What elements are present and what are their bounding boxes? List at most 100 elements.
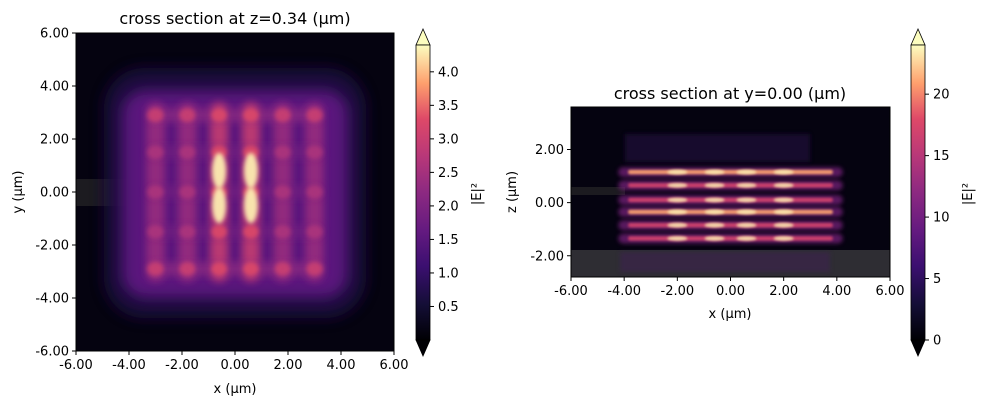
- right-colorbar-ticks: 0 5 10 15 20: [925, 88, 950, 349]
- right-y-axis: -2.00 0.00 2.00: [530, 143, 571, 264]
- left-hot-spot: [274, 261, 291, 276]
- left-colorbar-label: |E|²: [470, 183, 485, 205]
- right-layer-hotspot: [667, 236, 688, 241]
- right-layer-hotspot: [704, 222, 725, 228]
- right-x-tick-label: -6.00: [554, 284, 588, 299]
- left-x-tick-label: -2.00: [165, 358, 199, 373]
- right-layer-hotspot: [773, 182, 794, 188]
- left-colorbar-bottom-extend: [415, 339, 431, 357]
- right-bright-layer: [628, 223, 833, 228]
- left-y-tick-label: 0.00: [40, 186, 69, 201]
- right-heatmap: [571, 107, 890, 277]
- left-hot-spot: [211, 108, 228, 123]
- right-layer-hotspot: [704, 169, 725, 175]
- right-colorbar-tick-label: 10: [933, 211, 950, 226]
- left-bright-row: [147, 261, 323, 276]
- left-y-tick-label: -6.00: [35, 345, 69, 360]
- right-colorbar-label: |E|²: [961, 183, 976, 205]
- left-hot-spot: [211, 261, 228, 276]
- right-layer-hotspot: [667, 182, 688, 188]
- left-hot-spot: [274, 224, 291, 239]
- right-y-axis-label: z (µm): [505, 171, 520, 213]
- left-hot-spot: [211, 145, 228, 160]
- right-colorbar-tick-label: 20: [933, 88, 950, 103]
- left-x-tick-label: -6.00: [59, 358, 93, 373]
- left-peak: [212, 187, 227, 224]
- left-colorbar-tick-label: 4.0: [438, 65, 459, 80]
- left-colorbar-tick-label: 3.5: [438, 99, 459, 114]
- left-colorbar-frame: [415, 44, 431, 341]
- left-colorbar-tick-label: 1.5: [438, 233, 459, 248]
- left-colorbar-tick-label: 1.0: [438, 266, 459, 281]
- left-hot-spot: [242, 224, 259, 239]
- left-y-tick-label: -2.00: [35, 239, 69, 254]
- left-bright-row: [147, 145, 323, 160]
- right-substrate-glow: [620, 252, 830, 272]
- right-layer-hotspot: [773, 197, 794, 203]
- right-x-axis-label: x (µm): [709, 307, 752, 322]
- right-layer-hotspot: [736, 236, 757, 241]
- left-peak: [243, 152, 258, 189]
- right-layer-hotspot: [773, 222, 794, 228]
- left-hot-spot: [306, 145, 323, 160]
- right-layer-hotspot: [667, 209, 688, 215]
- left-colorbar-tick-label: 3.0: [438, 132, 459, 147]
- left-hot-spot: [147, 224, 164, 239]
- right-bright-layer: [628, 169, 833, 175]
- left-peak: [243, 187, 258, 224]
- right-colorbar: 0 5 10 15 20 |E|²: [910, 28, 976, 357]
- right-layer-hotspot: [704, 182, 725, 188]
- left-hot-spot: [306, 108, 323, 123]
- left-hot-spot: [211, 224, 228, 239]
- left-hot-spot: [179, 108, 196, 123]
- right-upper-cladding-glow: [625, 134, 810, 162]
- right-colorbar-tick-label: 0: [933, 334, 941, 349]
- right-colorbar-gradient: [911, 45, 925, 340]
- left-y-axis: -6.00 -4.00 -2.00 0.00 2.00 4.00 6.00: [35, 27, 76, 360]
- left-hot-spot: [147, 145, 164, 160]
- left-hot-spot: [274, 185, 291, 199]
- right-layer-hotspot: [704, 209, 725, 215]
- right-layer-hotspot: [773, 209, 794, 215]
- right-layer-hotspot: [736, 197, 757, 203]
- right-x-tick-label: 2.00: [769, 284, 798, 299]
- left-hot-spot: [274, 145, 291, 160]
- left-bright-row: [147, 108, 323, 123]
- right-input-waveguide: [571, 187, 625, 195]
- right-colorbar-frame: [910, 44, 926, 341]
- left-chart-title: cross section at z=0.34 (µm): [119, 9, 350, 28]
- left-x-tick-label: 6.00: [380, 358, 409, 373]
- left-hot-spot: [179, 145, 196, 160]
- left-colorbar-gradient: [416, 45, 430, 340]
- left-hot-spot: [242, 108, 259, 123]
- left-x-tick-label: 4.00: [327, 358, 356, 373]
- left-colorbar-tick-label: 2.0: [438, 199, 459, 214]
- left-hot-spot: [179, 224, 196, 239]
- left-peak: [212, 152, 227, 189]
- right-x-tick-label: 4.00: [822, 284, 851, 299]
- right-chart-title: cross section at y=0.00 (µm): [614, 84, 846, 103]
- left-bright-row: [147, 185, 323, 199]
- right-bright-layer: [628, 183, 833, 188]
- left-hot-spot: [306, 261, 323, 276]
- right-layer-hotspot: [736, 209, 757, 215]
- right-layer-hotspot: [667, 197, 688, 203]
- right-panel: cross section at y=0.00 (µm) -6.00 -4.00 -…: [505, 28, 976, 357]
- right-x-tick-label: 6.00: [876, 284, 905, 299]
- left-hot-spot: [147, 185, 164, 199]
- right-layer-hotspot: [736, 182, 757, 188]
- right-colorbar-top-extend: [910, 28, 926, 46]
- right-x-axis: -6.00 -4.00 -2.00 0.00 2.00 4.00 6.00: [554, 277, 904, 299]
- left-hot-spot: [179, 185, 196, 199]
- right-colorbar-bottom-extend: [910, 339, 926, 357]
- right-layer-hotspot: [667, 169, 688, 175]
- right-layer-hotspot: [773, 236, 794, 241]
- left-x-axis-label: x (µm): [214, 382, 257, 397]
- left-hot-spot: [306, 185, 323, 199]
- right-x-tick-label: -4.00: [607, 284, 641, 299]
- left-hot-spot: [179, 261, 196, 276]
- right-colorbar-tick-label: 5: [933, 272, 941, 287]
- left-peak-spots: [147, 108, 323, 276]
- right-x-tick-label: 0.00: [716, 284, 745, 299]
